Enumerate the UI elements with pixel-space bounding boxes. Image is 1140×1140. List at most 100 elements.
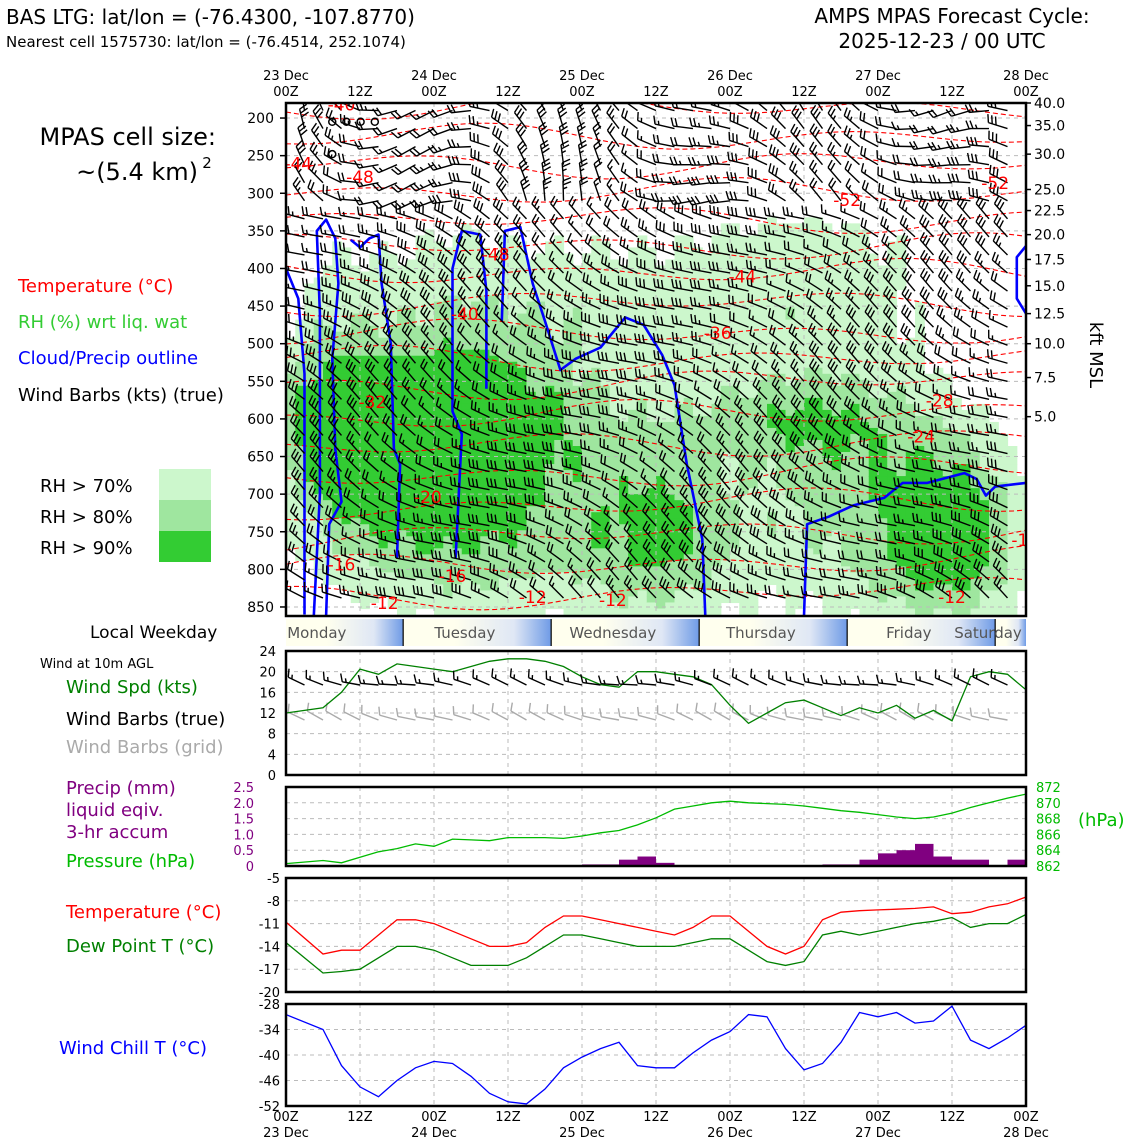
rh-cell	[369, 536, 380, 543]
rh-cell	[757, 572, 768, 579]
cell-size-exponent: 2	[202, 154, 212, 172]
rh-cell	[776, 421, 787, 429]
rh-cell	[545, 283, 555, 291]
rh-cell	[508, 379, 518, 387]
rh-cell	[813, 590, 824, 598]
rh-cell	[341, 289, 352, 297]
rh-cell	[674, 283, 685, 291]
rh-cell	[387, 289, 398, 297]
wind-barb-staff	[286, 303, 305, 310]
rh-cell	[841, 578, 851, 586]
rh-cell	[554, 289, 565, 297]
rh-cell	[609, 343, 620, 351]
rh-cell	[443, 385, 454, 393]
rh-cell	[369, 518, 380, 525]
rh-cell	[609, 409, 620, 417]
rh-cell	[841, 566, 851, 573]
rh-cell	[341, 397, 352, 405]
rh-cell	[896, 518, 907, 525]
rh-cell	[878, 439, 888, 447]
wind-barb-flag	[331, 347, 336, 357]
rh-cell	[785, 500, 796, 507]
rh-cell	[665, 361, 676, 369]
rh-cell	[360, 596, 370, 604]
rh-cell	[887, 530, 898, 537]
rh-cell	[471, 596, 481, 604]
rh-cell	[313, 572, 324, 579]
rh-cell	[831, 247, 842, 255]
rh-cell	[517, 355, 528, 363]
rh-cell	[582, 590, 592, 598]
rh-cell	[785, 253, 796, 261]
rh-cell	[498, 391, 509, 399]
rh-cell	[850, 295, 861, 303]
rh-cell	[933, 500, 944, 507]
rh-cell	[609, 283, 620, 291]
rh-cell	[545, 427, 555, 435]
rh-cell	[952, 397, 962, 405]
rh-cell	[563, 439, 574, 447]
rh-cell	[637, 307, 648, 315]
rh-cell	[480, 415, 491, 423]
rh-cell	[702, 542, 713, 549]
height-tick-label: 17.5	[1034, 252, 1065, 268]
rh-cell	[397, 494, 407, 501]
rh-cell	[794, 542, 805, 549]
rh-cell	[286, 433, 296, 441]
rh-cell	[424, 476, 435, 483]
rh-cell	[656, 512, 666, 519]
rh-cell	[989, 488, 999, 495]
rh-cell	[822, 482, 833, 489]
rh-cell	[387, 602, 398, 610]
rh-cell	[369, 554, 380, 561]
rh-cell	[720, 253, 731, 261]
rh-cell	[720, 548, 731, 555]
rh-cell	[406, 259, 417, 267]
rh-cell	[859, 488, 870, 495]
rh-cell	[979, 596, 990, 604]
rh-cell	[656, 542, 666, 549]
rh-cell	[859, 530, 870, 537]
rh-cell	[443, 313, 454, 321]
rh-cell	[683, 385, 694, 393]
rh-cell	[748, 337, 759, 345]
rh-cell	[970, 427, 981, 435]
rh-cell	[369, 572, 380, 579]
rh-cell	[693, 319, 703, 327]
rh-cell	[452, 409, 463, 417]
rh-cell	[415, 409, 426, 417]
rh-cell	[702, 409, 713, 417]
rh-cell	[304, 446, 315, 453]
rh-cell	[674, 554, 685, 561]
rh-cell	[452, 331, 463, 339]
rh-cell	[508, 506, 518, 513]
rh-cell	[526, 355, 537, 363]
rh-cell	[332, 367, 343, 375]
rh-cell	[360, 361, 370, 369]
rh-cell	[350, 572, 361, 579]
rh-cell	[397, 596, 407, 604]
rh-cell	[397, 325, 407, 333]
wind-barb-flag	[294, 383, 299, 393]
rh-cell	[804, 548, 814, 555]
rh-cell	[563, 500, 574, 507]
rh-cell	[924, 403, 935, 411]
rh-cell	[434, 283, 444, 291]
rh-cell	[924, 379, 935, 387]
rh-cell	[748, 500, 759, 507]
rh-cell	[794, 506, 805, 513]
rh-cell	[406, 512, 417, 519]
rh-cell	[933, 415, 944, 423]
rh-cell	[600, 578, 611, 586]
rh-cell	[961, 500, 972, 507]
rh-cell	[415, 596, 426, 604]
rh-cell	[508, 283, 518, 291]
rh-cell	[526, 337, 537, 345]
rh-cell	[970, 464, 981, 471]
rh-cell	[767, 536, 777, 543]
rh-cell	[656, 566, 666, 573]
rh-cell	[563, 379, 574, 387]
wind-barb-flag	[296, 454, 302, 463]
rh-cell	[915, 319, 925, 327]
